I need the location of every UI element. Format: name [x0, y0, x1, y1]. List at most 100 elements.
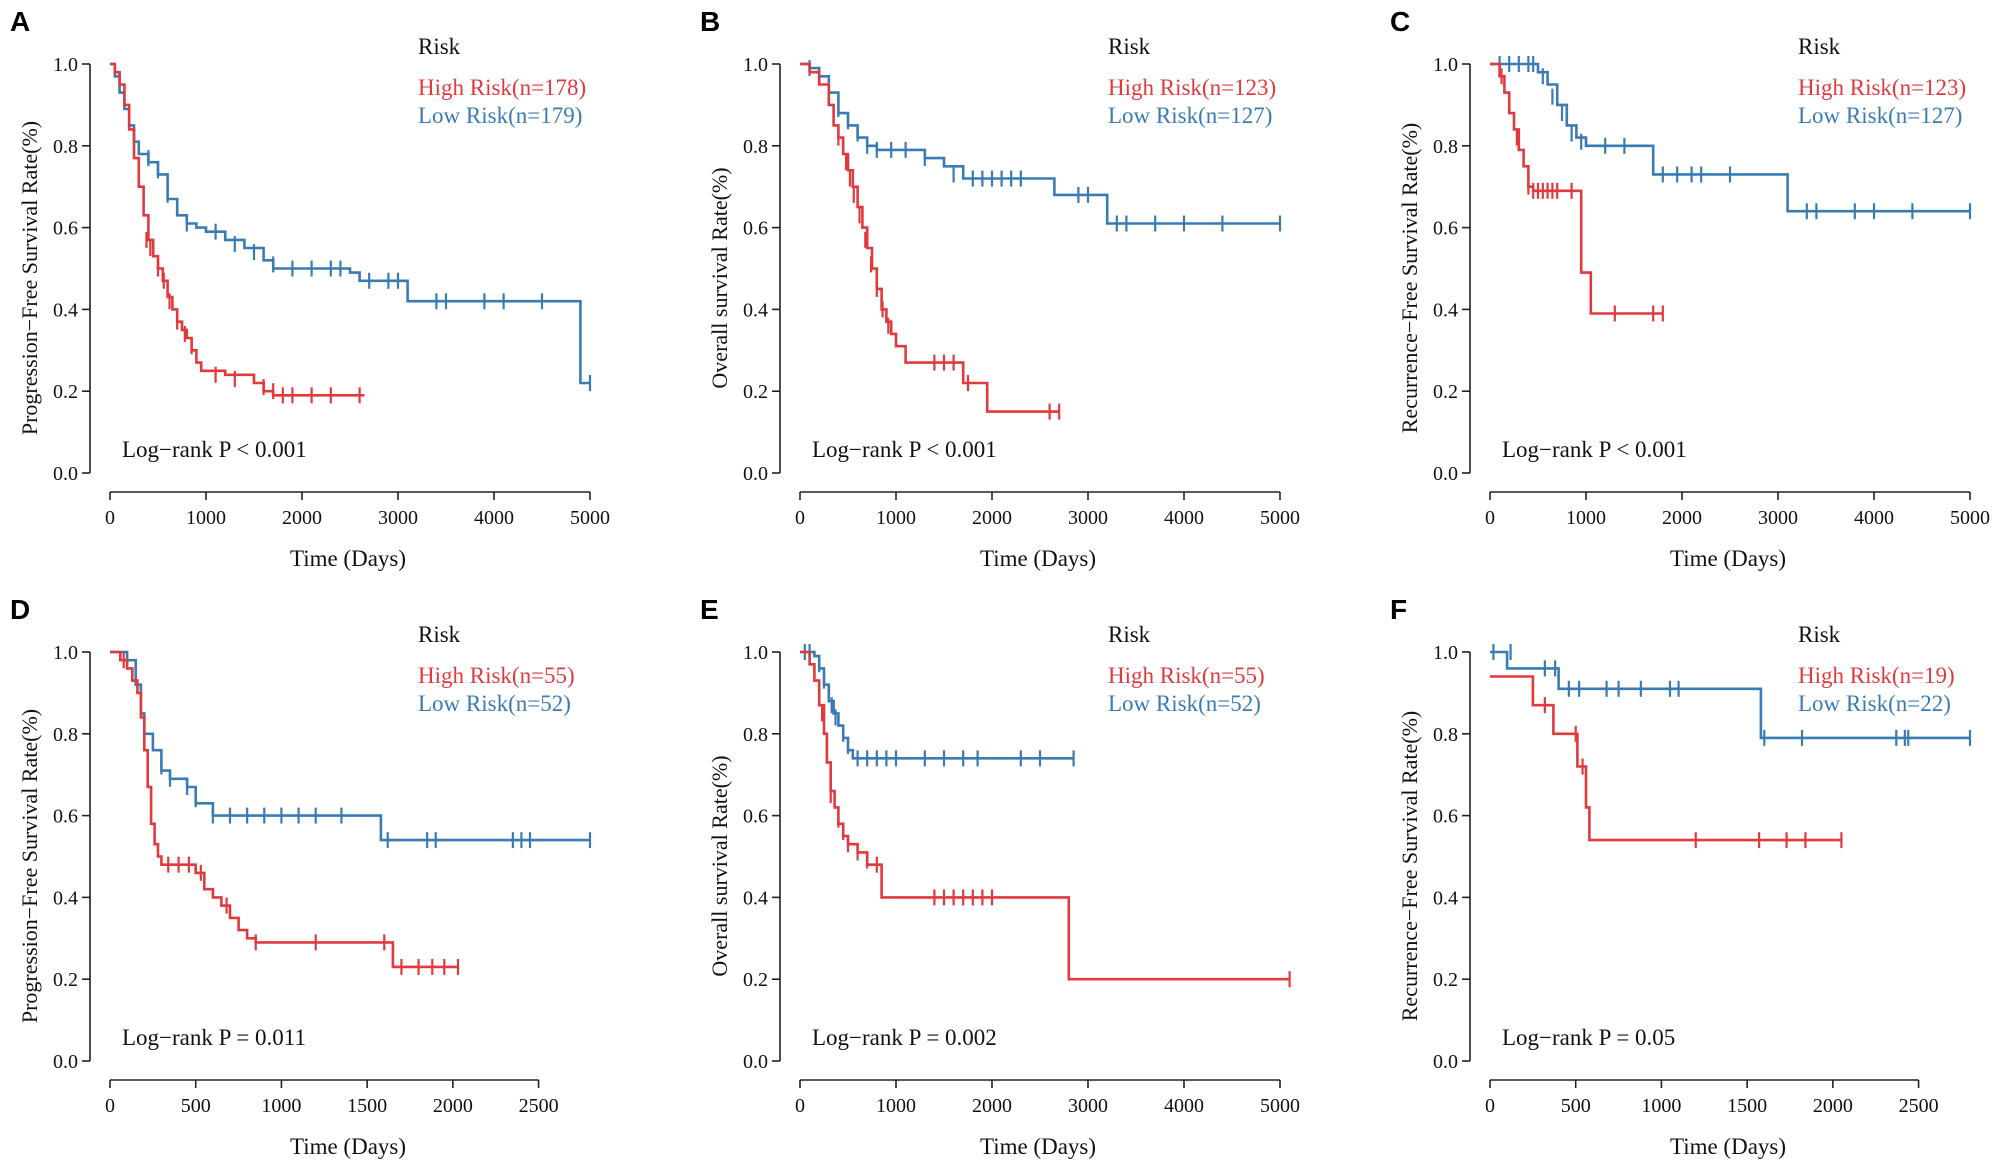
legend-high-risk: High Risk(n=55) [1108, 663, 1265, 688]
y-tick-label: 0.2 [743, 969, 768, 991]
legend-low-risk: Low Risk(n=127) [1108, 103, 1273, 128]
y-tick-label: 0.8 [743, 136, 768, 158]
y-tick-label: 0.2 [53, 381, 78, 403]
x-tick-label: 4000 [1164, 507, 1204, 529]
survival-plot: 0.0 0.2 0.4 0.6 0.8 1.0 0 1000 2000 3000 4000 5000 [53, 54, 610, 529]
x-tick-label: 2500 [519, 1095, 559, 1117]
x-axis-title: Time (Days) [979, 1134, 1097, 1159]
y-tick-label: 0.0 [743, 463, 768, 485]
y-tick-label: 0.6 [1433, 806, 1458, 828]
x-tick-label: 1000 [1641, 1095, 1681, 1117]
x-tick-label: 5000 [1260, 507, 1300, 529]
logrank-p-value: Log−rank P < 0.001 [812, 437, 997, 462]
x-tick-label: 2000 [1662, 507, 1702, 529]
x-axis-title: Time (Days) [1669, 1134, 1787, 1159]
logrank-p-value: Log−rank P < 0.001 [122, 437, 307, 462]
y-tick-label: 0.6 [743, 218, 768, 240]
legend-high-risk: High Risk(n=55) [418, 663, 575, 688]
x-axis-title: Time (Days) [979, 546, 1097, 571]
y-tick-label: 0.2 [1433, 969, 1458, 991]
panel-label: F [1390, 594, 1408, 625]
y-tick-label: 0.6 [53, 806, 78, 828]
x-tick-label: 5000 [570, 507, 610, 529]
y-tick-label: 0.2 [53, 969, 78, 991]
y-tick-label: 0.4 [53, 887, 78, 909]
y-axis-title: Recurrence−Free Survival Rate(%) [1397, 710, 1422, 1022]
y-tick-label: 0.4 [53, 299, 78, 321]
panel-label: D [10, 594, 31, 625]
logrank-p-value: Log−rank P < 0.001 [1502, 437, 1687, 462]
y-tick-label: 0.8 [1433, 136, 1458, 158]
y-tick-label: 0.8 [53, 136, 78, 158]
x-tick-label: 1500 [347, 1095, 387, 1117]
x-tick-label: 1500 [1727, 1095, 1767, 1117]
panel-a: A 0.0 0.2 0.4 0.6 0.8 1.0 0 1000 2000 3000 4000 500… [0, 0, 660, 588]
x-tick-label: 1000 [261, 1095, 301, 1117]
y-tick-label: 0.4 [743, 887, 768, 909]
legend-high-risk: High Risk(n=123) [1108, 75, 1277, 100]
y-tick-label: 0.8 [1433, 724, 1458, 746]
y-tick-label: 0.6 [53, 218, 78, 240]
x-tick-label: 2000 [1813, 1095, 1853, 1117]
x-tick-label: 0 [795, 507, 805, 529]
y-tick-label: 0.4 [1433, 887, 1458, 909]
x-tick-label: 3000 [1068, 507, 1108, 529]
panel-label: A [10, 6, 31, 37]
y-tick-label: 0.0 [1433, 463, 1458, 485]
legend-low-risk: Low Risk(n=127) [1798, 103, 1963, 128]
x-tick-label: 2500 [1899, 1095, 1939, 1117]
legend-title: Risk [1108, 34, 1151, 59]
y-tick-label: 1.0 [743, 642, 768, 664]
x-tick-label: 500 [181, 1095, 211, 1117]
legend-high-risk: High Risk(n=123) [1798, 75, 1967, 100]
legend-title: Risk [1798, 622, 1841, 647]
y-tick-label: 0.6 [743, 806, 768, 828]
panel-e: E 0.0 0.2 0.4 0.6 0.8 1.0 0 1000 2000 3000 4000 500… [690, 588, 1350, 1176]
high-risk-curve [1490, 675, 1842, 842]
low-risk-curve [1490, 62, 1970, 213]
y-axis-title: Recurrence−Free Survival Rate(%) [1397, 122, 1422, 434]
x-tick-label: 1000 [876, 1095, 916, 1117]
x-tick-label: 1000 [1566, 507, 1606, 529]
y-tick-label: 1.0 [53, 54, 78, 76]
x-tick-label: 500 [1561, 1095, 1591, 1117]
legend-title: Risk [1108, 622, 1151, 647]
x-tick-label: 5000 [1950, 507, 1990, 529]
x-tick-label: 0 [795, 1095, 805, 1117]
x-tick-label: 3000 [1758, 507, 1798, 529]
legend-high-risk: High Risk(n=19) [1798, 663, 1955, 688]
y-tick-label: 0.4 [1433, 299, 1458, 321]
x-tick-label: 0 [1485, 507, 1495, 529]
survival-plot: 0.0 0.2 0.4 0.6 0.8 1.0 0 500 1000 1500 2000 2500 [1433, 642, 1972, 1117]
y-tick-label: 1.0 [743, 54, 768, 76]
low-risk-curve [800, 650, 1074, 760]
logrank-p-value: Log−rank P = 0.011 [122, 1025, 306, 1050]
x-tick-label: 2000 [972, 507, 1012, 529]
x-tick-label: 5000 [1260, 1095, 1300, 1117]
x-axis-title: Time (Days) [1669, 546, 1787, 571]
logrank-p-value: Log−rank P = 0.05 [1502, 1025, 1676, 1050]
x-axis-title: Time (Days) [289, 1134, 407, 1159]
x-tick-label: 1000 [186, 507, 226, 529]
panel-label: E [700, 594, 719, 625]
low-risk-curve [1490, 650, 1970, 740]
panel-d: D 0.0 0.2 0.4 0.6 0.8 1.0 0 500 1000 1500 2000 2500… [0, 588, 660, 1176]
y-axis-title: Overall survival Rate(%) [707, 755, 732, 977]
y-tick-label: 0.0 [1433, 1051, 1458, 1073]
legend-high-risk: High Risk(n=178) [418, 75, 587, 100]
y-axis-title: Progression−Free Survival Rate(%) [17, 120, 42, 436]
y-tick-label: 1.0 [1433, 642, 1458, 664]
legend-title: Risk [418, 622, 461, 647]
y-tick-label: 0.8 [743, 724, 768, 746]
x-tick-label: 2000 [433, 1095, 473, 1117]
legend-title: Risk [1798, 34, 1841, 59]
panel-label: C [1390, 6, 1411, 37]
y-tick-label: 1.0 [1433, 54, 1458, 76]
high-risk-curve [110, 62, 365, 397]
y-tick-label: 0.0 [53, 1051, 78, 1073]
y-axis-title: Overall survival Rate(%) [707, 167, 732, 389]
high-risk-curve [1490, 62, 1663, 315]
high-risk-curve [800, 650, 1290, 981]
panel-c: C 0.0 0.2 0.4 0.6 0.8 1.0 0 1000 2000 3000 4000 500… [1380, 0, 2001, 588]
x-tick-label: 4000 [1164, 1095, 1204, 1117]
